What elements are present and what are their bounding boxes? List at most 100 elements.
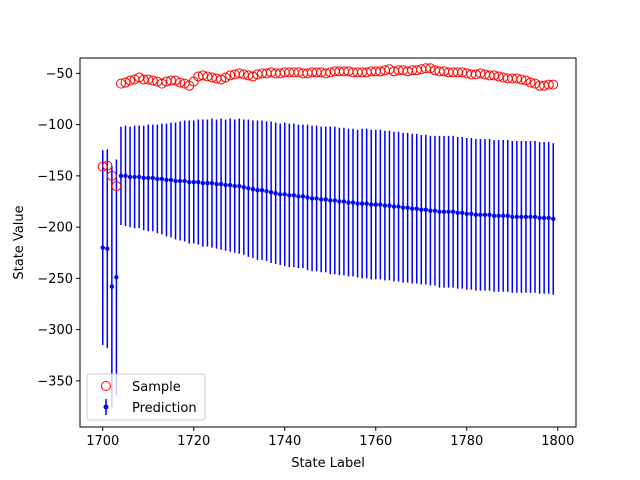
sample-point — [216, 74, 227, 85]
sample-point — [530, 78, 541, 89]
prediction-point — [437, 209, 442, 214]
sample-point — [411, 65, 422, 76]
prediction-point — [505, 213, 510, 219]
prediction-point — [318, 197, 324, 202]
sample-point — [175, 77, 186, 88]
prediction-point — [409, 206, 415, 211]
prediction-point — [491, 213, 497, 219]
prediction-point — [255, 188, 260, 193]
prediction-point — [264, 189, 269, 194]
prediction-point — [205, 180, 210, 186]
prediction-point — [523, 214, 529, 220]
x-tick-label: 1720 — [177, 434, 210, 449]
x-tick-label: 1800 — [541, 434, 574, 449]
prediction-point — [428, 208, 433, 213]
prediction-point — [378, 202, 383, 207]
prediction-point — [187, 179, 192, 185]
prediction-point — [250, 187, 256, 192]
prediction-point — [387, 203, 392, 208]
prediction-point — [541, 215, 547, 221]
prediction-point — [419, 207, 424, 212]
prediction-point — [496, 213, 501, 219]
prediction-point — [328, 198, 333, 203]
prediction-point — [100, 245, 105, 250]
prediction-point — [109, 284, 115, 289]
prediction-point — [136, 174, 142, 180]
sample-point — [106, 170, 117, 181]
prediction-point — [364, 201, 369, 206]
sample-point — [197, 70, 208, 81]
sample-point — [156, 78, 167, 89]
prediction-point — [305, 195, 310, 200]
prediction-point — [191, 179, 196, 185]
x-tick-label: 1760 — [359, 434, 392, 449]
sample-point — [206, 72, 217, 83]
y-tick-label: −50 — [46, 67, 73, 82]
prediction-point — [432, 208, 438, 213]
prediction-point — [237, 183, 242, 189]
prediction-point — [227, 182, 233, 188]
prediction-point — [218, 181, 224, 187]
x-axis-label: State Label — [291, 456, 365, 471]
sample-point — [457, 67, 468, 78]
prediction-point — [168, 177, 174, 183]
prediction-point — [528, 214, 533, 220]
prediction-point — [478, 212, 483, 218]
sample-point — [147, 75, 158, 86]
prediction-point — [346, 200, 351, 205]
prediction-points — [100, 173, 556, 289]
prediction-point — [118, 173, 124, 179]
x-tick-label: 1780 — [450, 434, 483, 449]
y-tick-label: −200 — [37, 221, 73, 236]
prediction-point — [278, 192, 283, 197]
prediction-point — [105, 246, 110, 251]
prediction-point — [309, 196, 315, 201]
y-axis-label: State Value — [12, 205, 27, 279]
prediction-point — [414, 206, 419, 211]
prediction-point — [209, 180, 215, 186]
prediction-point — [268, 190, 274, 195]
prediction-point — [532, 214, 538, 220]
prediction-point — [246, 185, 251, 191]
legend-box — [86, 373, 206, 421]
prediction-point — [359, 201, 365, 206]
prediction-point — [369, 202, 374, 207]
y-tick-label: −300 — [37, 323, 73, 338]
prediction-point — [150, 175, 156, 181]
sample-point — [420, 63, 431, 74]
prediction-point — [391, 204, 397, 209]
prediction-point — [114, 275, 119, 280]
x-axis-ticks: 1700 1720 1740 1760 1780 1800 — [86, 427, 574, 449]
prediction-point — [164, 177, 169, 183]
sample-point — [170, 75, 181, 86]
sample-point — [320, 68, 331, 79]
prediction-point — [350, 200, 356, 205]
sample-point — [225, 70, 236, 81]
sample-point — [125, 75, 136, 86]
prediction-point — [482, 212, 488, 218]
prediction-point — [155, 176, 160, 182]
y-axis-ticks: −350 −300 −250 −200 −150 −100 −50 — [37, 67, 80, 389]
prediction-point — [141, 175, 146, 181]
prediction-point — [232, 183, 237, 189]
prediction-point — [382, 203, 388, 208]
sample-point — [111, 181, 122, 192]
prediction-point — [450, 209, 456, 214]
prediction-point — [146, 175, 151, 181]
sample-point — [425, 63, 436, 74]
prediction-point — [282, 192, 287, 197]
prediction-point — [332, 198, 338, 203]
sample-point — [120, 77, 131, 88]
prediction-point — [314, 196, 319, 201]
sample-point — [543, 79, 554, 90]
prediction-point — [514, 214, 520, 220]
prediction-point — [551, 216, 556, 222]
sample-point — [475, 68, 486, 79]
prediction-point — [519, 214, 524, 220]
sample-point — [102, 160, 113, 171]
prediction-point — [487, 212, 492, 218]
sample-point — [97, 161, 108, 172]
legend-sample-label: Sample — [132, 380, 181, 395]
prediction-point — [296, 194, 301, 199]
